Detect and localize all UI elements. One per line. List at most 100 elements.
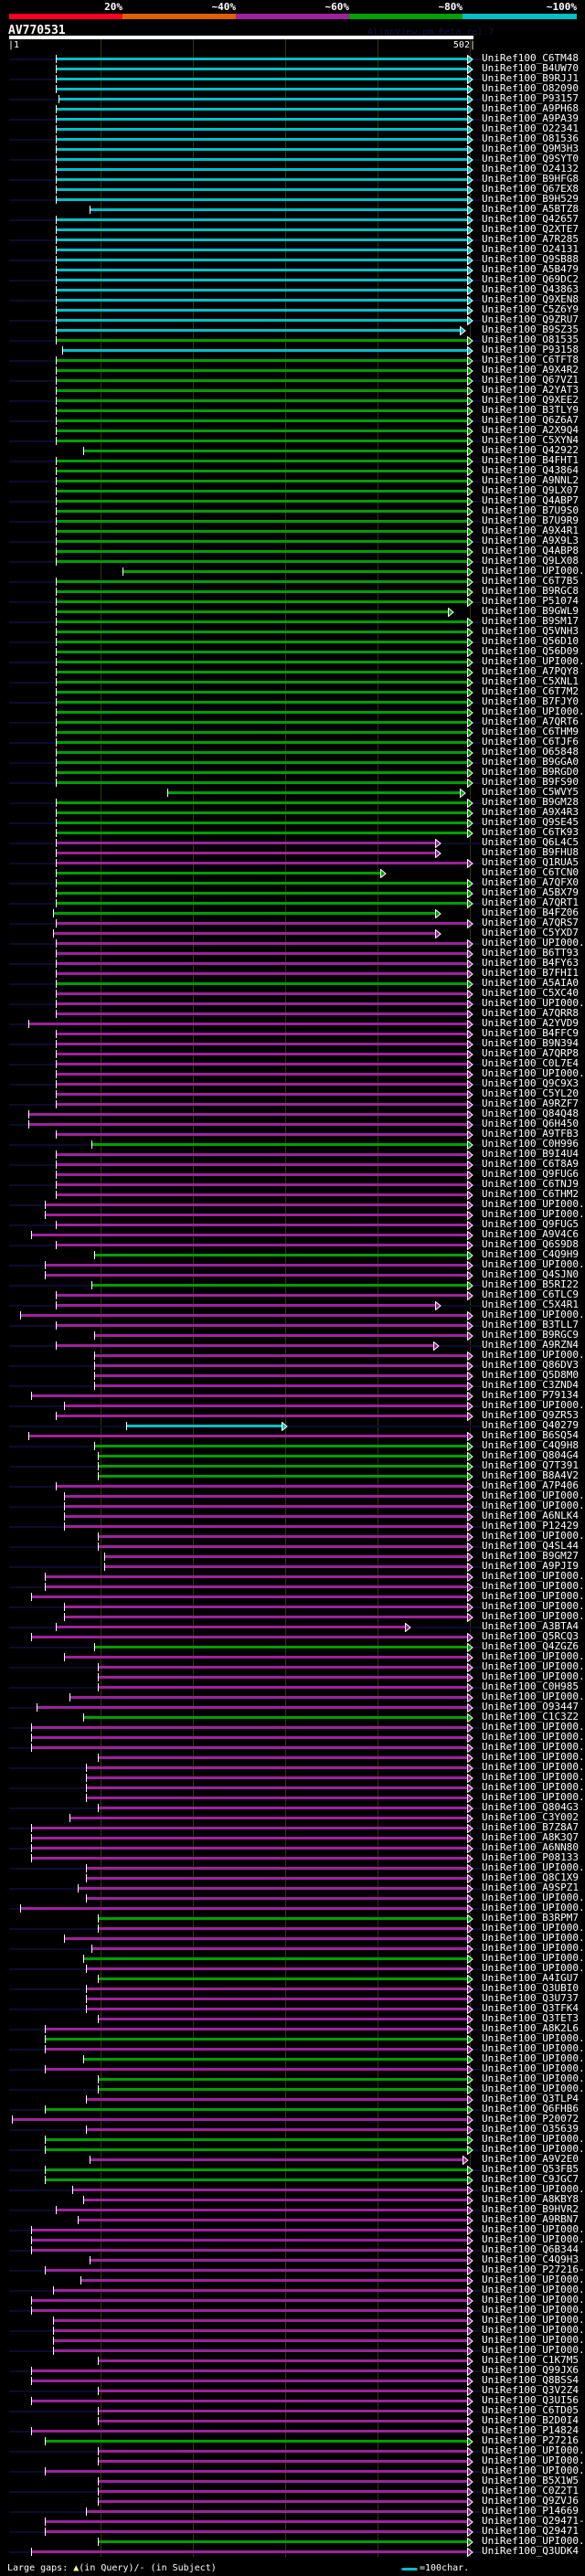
hit-bar[interactable] xyxy=(45,2269,467,2272)
hit-bar[interactable] xyxy=(64,1606,467,1608)
hit-bar[interactable] xyxy=(64,1616,467,1618)
hit-bar[interactable] xyxy=(56,440,467,442)
hit-label[interactable]: UniRef100_UPI000.. xyxy=(482,1781,585,1793)
hit-bar[interactable] xyxy=(56,470,467,472)
hit-bar[interactable] xyxy=(56,771,467,774)
hit-bar[interactable] xyxy=(64,1937,467,1940)
alignment-row[interactable]: UniRef100_Q9M3H3 xyxy=(0,143,585,154)
hit-label[interactable]: UniRef100_A5AIA0 xyxy=(482,977,579,989)
hit-bar[interactable] xyxy=(53,2349,467,2352)
hit-label[interactable]: UniRef100_C6TJF6 xyxy=(482,736,579,747)
hit-label[interactable]: UniRef100_Q6B344 xyxy=(482,2243,579,2255)
hit-label[interactable]: UniRef100_UPI000.. xyxy=(482,655,585,667)
hit-label[interactable]: UniRef100_P27216 xyxy=(482,2434,579,2446)
alignment-row[interactable]: UniRef100_UPI000.. xyxy=(0,2295,585,2306)
hit-bar[interactable] xyxy=(56,1073,467,1076)
hit-bar[interactable] xyxy=(90,2158,463,2161)
hit-label[interactable]: UniRef100_B9FS90 xyxy=(482,776,579,788)
hit-label[interactable]: UniRef100_UPI000.. xyxy=(482,2444,585,2456)
hit-bar[interactable] xyxy=(56,731,467,734)
hit-label[interactable]: UniRef100_P93157 xyxy=(482,92,579,104)
hit-bar[interactable] xyxy=(94,1646,467,1648)
hit-label[interactable]: UniRef100_UPI000.. xyxy=(482,1741,585,1753)
hit-label[interactable]: UniRef100_C5YL20 xyxy=(482,1087,579,1099)
alignment-row[interactable]: UniRef100_C6THM2 xyxy=(0,1189,585,1200)
hit-label[interactable]: UniRef100_A7PQY8 xyxy=(482,665,579,677)
hit-bar[interactable] xyxy=(56,158,467,161)
hit-bar[interactable] xyxy=(56,188,467,191)
hit-label[interactable]: UniRef100_O24132 xyxy=(482,163,579,175)
hit-label[interactable]: UniRef100_C4Q9H9 xyxy=(482,1248,579,1260)
alignment-row[interactable]: UniRef100_A7QRP8 xyxy=(0,1048,585,1059)
alignment-row[interactable]: UniRef100_B4UW70 xyxy=(0,63,585,74)
hit-label[interactable]: UniRef100_Q6FHB6 xyxy=(482,2103,579,2115)
alignment-row[interactable]: UniRef100_UPI000.. xyxy=(0,1902,585,1913)
hit-label[interactable]: UniRef100_Q9SB88 xyxy=(482,253,579,265)
hit-label[interactable]: UniRef100_Q69DC2 xyxy=(482,273,579,285)
alignment-row[interactable]: UniRef100_B9FHU8 xyxy=(0,847,585,858)
alignment-row[interactable]: UniRef100_B9N394 xyxy=(0,1038,585,1049)
alignment-row[interactable]: UniRef100_UPI000.. xyxy=(0,2144,585,2155)
hit-label[interactable]: UniRef100_Q3UBI0 xyxy=(482,1982,579,1994)
hit-bar[interactable] xyxy=(56,1294,467,1297)
hit-bar[interactable] xyxy=(83,1957,467,1960)
alignment-row[interactable]: UniRef100_A3BTA4 xyxy=(0,1621,585,1632)
alignment-row[interactable]: UniRef100_P79134 xyxy=(0,1390,585,1401)
hit-bar[interactable] xyxy=(45,1264,467,1267)
hit-bar[interactable] xyxy=(64,1515,467,1518)
hit-bar[interactable] xyxy=(45,2470,467,2473)
hit-label[interactable]: UniRef100_A7QRS7 xyxy=(482,917,579,928)
hit-bar[interactable] xyxy=(56,651,467,653)
alignment-row[interactable]: UniRef100_UPI000.. xyxy=(0,1591,585,1602)
hit-bar[interactable] xyxy=(28,1435,467,1437)
hit-label[interactable]: UniRef100_A9PJI9 xyxy=(482,1560,579,1572)
alignment-row[interactable]: UniRef100_Q6H450 xyxy=(0,1118,585,1129)
hit-bar[interactable] xyxy=(56,2209,467,2211)
alignment-row[interactable]: UniRef100_A7QRR8 xyxy=(0,1007,585,1019)
alignment-row[interactable]: UniRef100_C5XC40 xyxy=(0,988,585,999)
hit-bar[interactable] xyxy=(53,932,435,935)
alignment-row[interactable]: UniRef100_A9X4R2 xyxy=(0,365,585,376)
hit-label[interactable]: UniRef100_A5BTZ8 xyxy=(482,203,579,215)
hit-label[interactable]: UniRef100_B4FZ06 xyxy=(482,906,579,918)
hit-bar[interactable] xyxy=(56,339,467,342)
alignment-row[interactable]: UniRef100_UPI000.. xyxy=(0,2284,585,2295)
hit-bar[interactable] xyxy=(56,1173,467,1176)
alignment-row[interactable]: UniRef100_C5YL20 xyxy=(0,1087,585,1099)
hit-label[interactable]: UniRef100_UPI000.. xyxy=(482,1751,585,1763)
alignment-row[interactable]: UniRef100_A7QRS7 xyxy=(0,917,585,928)
alignment-row[interactable]: UniRef100_UPI000.. xyxy=(0,1862,585,1873)
alignment-row[interactable]: UniRef100_O93447 xyxy=(0,1701,585,1712)
alignment-row[interactable]: UniRef100_O82090 xyxy=(0,83,585,94)
hit-label[interactable]: UniRef100_A7QRR8 xyxy=(482,1007,579,1019)
alignment-row[interactable]: UniRef100_B4FHT1 xyxy=(0,455,585,466)
alignment-row[interactable]: UniRef100_UPI000.. xyxy=(0,2536,585,2547)
alignment-row[interactable]: UniRef100_UPI000.. xyxy=(0,2184,585,2195)
hit-bar[interactable] xyxy=(56,801,467,804)
alignment-row[interactable]: UniRef100_A8K3Q7 xyxy=(0,1832,585,1843)
hit-bar[interactable] xyxy=(56,620,467,623)
alignment-row[interactable]: UniRef100_A8K2L6 xyxy=(0,2023,585,2034)
hit-label[interactable]: UniRef100_UPI000.. xyxy=(482,1902,585,1913)
alignment-row[interactable]: UniRef100_UPI000.. xyxy=(0,655,585,667)
alignment-row[interactable]: UniRef100_C5YXD7 xyxy=(0,928,585,938)
alignment-row[interactable]: UniRef100_UPI000.. xyxy=(0,2033,585,2044)
hit-bar[interactable] xyxy=(56,500,467,503)
hit-label[interactable]: UniRef100_Q9C9X3 xyxy=(482,1077,579,1089)
hit-label[interactable]: UniRef100_UPI000.. xyxy=(482,1208,585,1220)
alignment-row[interactable]: UniRef100_Q1RUA5 xyxy=(0,857,585,868)
hit-label[interactable]: UniRef100_B9SZ35 xyxy=(482,323,579,335)
hit-bar[interactable] xyxy=(98,1756,467,1759)
alignment-row[interactable]: UniRef100_C6TFT8 xyxy=(0,355,585,366)
hit-bar[interactable] xyxy=(56,962,467,965)
hit-bar[interactable] xyxy=(167,791,460,794)
hit-label[interactable]: UniRef100_O65848 xyxy=(482,746,579,758)
hit-bar[interactable] xyxy=(56,389,467,392)
alignment-row[interactable]: UniRef100_UPI000.. xyxy=(0,1943,585,1954)
hit-bar[interactable] xyxy=(45,2178,467,2181)
alignment-row[interactable]: UniRef100_A8KBY8 xyxy=(0,2194,585,2205)
hit-label[interactable]: UniRef100_O24131 xyxy=(482,243,579,255)
hit-bar[interactable] xyxy=(86,2008,467,2010)
hit-label[interactable]: UniRef100_C5WVY5 xyxy=(482,786,579,798)
hit-label[interactable]: UniRef100_A9RZF7 xyxy=(482,1097,579,1109)
